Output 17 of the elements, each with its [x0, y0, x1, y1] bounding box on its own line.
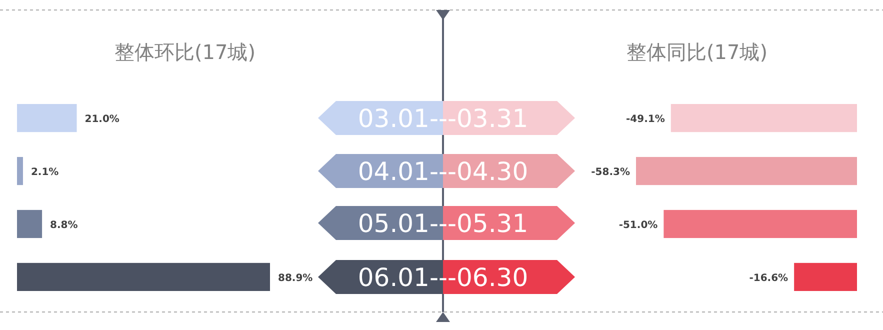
data-label: -51.0%: [618, 220, 658, 231]
bar: [17, 262, 270, 291]
data-label: 2.1%: [30, 167, 59, 178]
bar: [17, 156, 23, 186]
data-label: -16.6%: [749, 272, 788, 284]
data-label: 88.9%: [278, 272, 313, 284]
y-tick-label: 03.01---03.31: [358, 104, 528, 133]
data-label: -58.3%: [591, 167, 630, 178]
data-label: -49.1%: [626, 114, 665, 126]
chart-title: 整体同比(17城): [626, 40, 768, 64]
chart-title: 整体环比(17城): [114, 40, 256, 64]
data-label: 21.0%: [84, 114, 120, 126]
bar: [17, 210, 42, 238]
data-label: 8.8%: [50, 220, 78, 231]
y-tick-label: 06.01---06.30: [358, 263, 528, 292]
bar: [17, 104, 77, 132]
y-tick-label: 04.01---04.30: [358, 157, 528, 186]
